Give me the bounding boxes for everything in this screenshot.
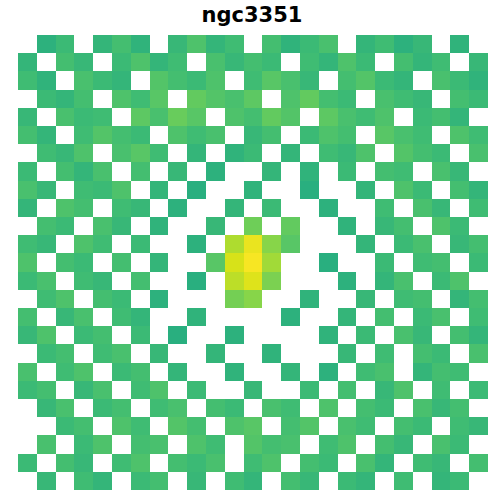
svg-text:ngc3351: ngc3351 bbox=[202, 3, 303, 27]
